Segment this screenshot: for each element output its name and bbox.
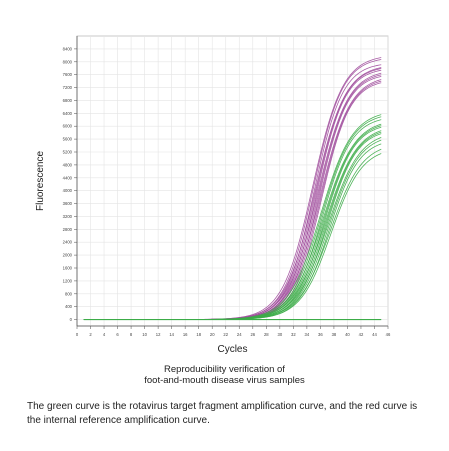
x-tick-label: 26 xyxy=(250,332,255,337)
x-tick-label: 12 xyxy=(156,332,161,337)
x-tick-label: 32 xyxy=(291,332,296,337)
caption-line-1: Reproducibility verification of xyxy=(164,364,285,375)
x-tick-label: 38 xyxy=(332,332,337,337)
y-axis-label: Fluorescence xyxy=(35,151,46,211)
x-tick-label: 46 xyxy=(386,332,391,337)
y-tick-label: 3200 xyxy=(63,214,73,219)
y-tick-label: 8400 xyxy=(63,46,73,51)
x-tick-label: 22 xyxy=(223,332,228,337)
x-tick-label: 4 xyxy=(103,332,106,337)
x-tick-label: 10 xyxy=(142,332,147,337)
y-tick-label: 6800 xyxy=(63,98,73,103)
y-tick-label: 2400 xyxy=(63,240,73,245)
x-tick-label: 6 xyxy=(116,332,119,337)
chart-caption: Reproducibility verification of foot-and… xyxy=(0,364,449,386)
y-tick-label: 400 xyxy=(65,304,73,309)
y-tick-label: 2000 xyxy=(63,253,73,258)
y-tick-label: 7600 xyxy=(63,72,73,77)
y-tick-label: 4400 xyxy=(63,175,73,180)
x-tick-label: 20 xyxy=(210,332,215,337)
y-tick-label: 6400 xyxy=(63,111,73,116)
y-tick-label: 3600 xyxy=(63,201,73,206)
description-text: The green curve is the rotavirus target … xyxy=(27,401,418,426)
x-tick-label: 18 xyxy=(196,332,201,337)
y-tick-label: 5600 xyxy=(63,137,73,142)
x-tick-label: 40 xyxy=(345,332,350,337)
x-tick-label: 24 xyxy=(237,332,242,337)
x-tick-label: 8 xyxy=(130,332,133,337)
y-tick-label: 5200 xyxy=(63,150,73,155)
y-tick-label: 800 xyxy=(65,291,73,296)
amplification-chart: 0 2 4 6 8 10 12 14 16 18 20 22 24 26 28 30 32 34 36 38 40 42 4… xyxy=(35,35,391,355)
y-tick-label: 7200 xyxy=(63,85,73,90)
x-tick-label: 36 xyxy=(318,332,323,337)
y-tick-label: 1200 xyxy=(63,278,73,283)
y-tick-label: 8000 xyxy=(63,59,73,64)
x-tick-label: 14 xyxy=(169,332,174,337)
y-tick-label: 1600 xyxy=(63,266,73,271)
x-tick-label: 28 xyxy=(264,332,269,337)
caption-line-2: foot-and-mouth disease virus samples xyxy=(144,375,305,386)
x-axis-label: Cycles xyxy=(217,344,247,355)
x-tick-label: 44 xyxy=(372,332,377,337)
x-tick-label: 0 xyxy=(76,332,79,337)
x-tick-label: 30 xyxy=(277,332,282,337)
x-tick-label: 34 xyxy=(305,332,310,337)
y-tick-label: 4000 xyxy=(63,188,73,193)
y-tick-label: 4800 xyxy=(63,162,73,167)
x-tick-label: 2 xyxy=(89,332,92,337)
y-tick-label: 2800 xyxy=(63,227,73,232)
x-tick-label: 42 xyxy=(359,332,364,337)
x-tick-label: 16 xyxy=(183,332,188,337)
series-line xyxy=(83,153,382,320)
y-tick-label: 0 xyxy=(70,317,73,322)
y-tick-label: 6000 xyxy=(63,124,73,129)
